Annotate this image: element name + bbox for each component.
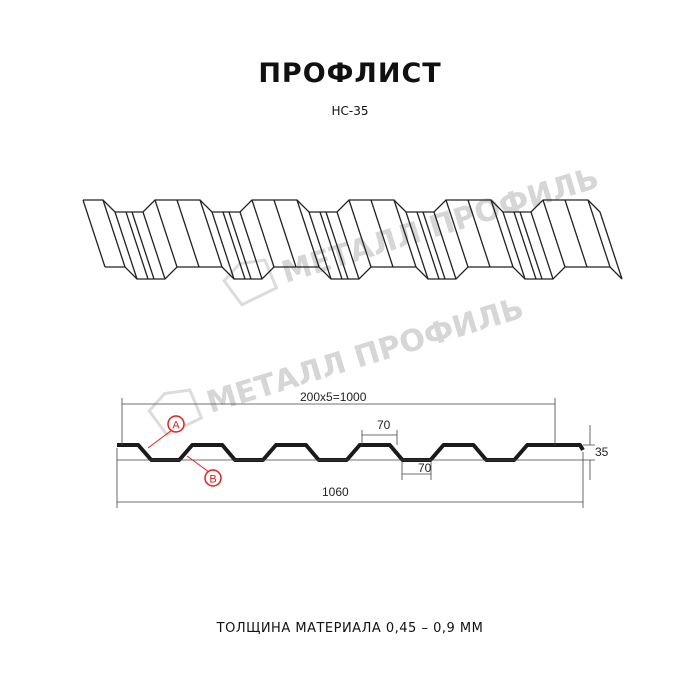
watermark-upper: МЕТАЛЛ ПРОФИЛЬ — [222, 161, 603, 307]
page-title: ПРОФЛИСТ — [258, 58, 442, 89]
dimension-line — [116, 448, 584, 508]
dimension-lines — [116, 398, 595, 508]
dimension-bottom-flat: 70 — [418, 461, 432, 475]
model-subtitle: НС-35 — [331, 104, 369, 118]
dimension-line — [361, 430, 398, 445]
profile-cross-section — [117, 443, 585, 462]
dimension-total-width: 1060 — [322, 485, 349, 499]
isometric-sheet-view — [82, 199, 623, 280]
callout-a: A — [147, 415, 185, 449]
svg-text:B: B — [209, 474, 216, 486]
callout-b: B — [186, 455, 222, 487]
dimension-line — [401, 462, 432, 480]
watermark-lower: МЕТАЛЛ ПРОФИЛЬ — [147, 291, 528, 437]
dimension-line — [121, 398, 556, 445]
svg-text:A: A — [172, 420, 180, 432]
dimension-top-flat: 70 — [377, 418, 391, 432]
dimension-line — [583, 425, 595, 480]
sheet-rib-lines — [82, 199, 623, 280]
dimension-height: 35 — [595, 445, 609, 459]
dimension-pitch: 200x5=1000 — [300, 390, 367, 404]
material-thickness-note: ТОЛЩИНА МАТЕРИАЛА 0,45 – 0,9 ММ — [216, 621, 484, 636]
watermark-text: МЕТАЛЛ ПРОФИЛЬ — [278, 161, 603, 291]
profile-section: 200x5=1000 70 70 35 1060 A B — [116, 390, 609, 508]
sheet-bottom-edge — [105, 266, 623, 280]
